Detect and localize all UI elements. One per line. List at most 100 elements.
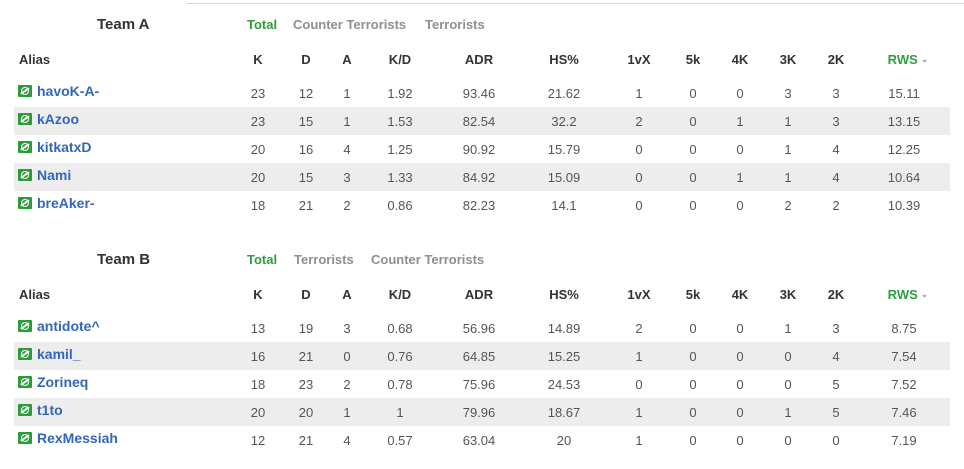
cell-rws: 7.46 (891, 405, 917, 420)
cell-k: 18 (250, 198, 266, 213)
cell-5k: 0 (689, 86, 697, 101)
header-label: 2K (827, 287, 845, 302)
header-2k[interactable]: 2K (828, 52, 845, 67)
header-adr[interactable]: ADR (465, 287, 493, 302)
header-a[interactable]: A (342, 52, 351, 67)
player-name: kitkatxD (37, 139, 92, 155)
tab-total[interactable]: Total (247, 17, 278, 32)
cell-adr: 63.04 (462, 433, 496, 448)
header-kd[interactable]: K/D (389, 52, 411, 67)
header-2k[interactable]: 2K (828, 287, 845, 302)
cell-a: 2 (343, 198, 351, 213)
player-link[interactable]: havoK-A- (18, 83, 99, 99)
player-link[interactable]: t1to (18, 402, 63, 418)
header-4k[interactable]: 4K (732, 52, 749, 67)
cell-2k: 3 (832, 86, 840, 101)
cell-adr: 79.96 (462, 405, 496, 420)
team-a-title: Team A (97, 16, 150, 33)
tab-total[interactable]: Total (247, 252, 278, 267)
header-label: 5k (685, 287, 701, 302)
cell-4k: 0 (736, 433, 744, 448)
header-5k[interactable]: 5k (686, 52, 700, 67)
tab-terrorists[interactable]: Terrorists (294, 252, 354, 267)
cell-d: 12 (298, 86, 314, 101)
table-row: kitkatxD 20 16 4 1.25 90.92 15.79 0 0 0 1 4 12.25 (14, 135, 950, 163)
cell-3k: 3 (784, 86, 792, 101)
cell-1vx: 1 (635, 433, 643, 448)
cell-2k: 5 (832, 377, 840, 392)
player-link[interactable]: antidote^ (18, 318, 100, 334)
cell-k: 13 (250, 321, 266, 336)
cell-rws: 8.75 (891, 321, 917, 336)
cell-4k: 1 (736, 170, 744, 185)
header-label: HS% (549, 287, 579, 302)
player-link[interactable]: kAzoo (18, 111, 79, 127)
table-row: Nami 20 15 3 1.33 84.92 15.09 0 0 1 1 4 10.64 (14, 163, 950, 191)
header-3k[interactable]: 3K (780, 287, 797, 302)
cell-k: 20 (250, 142, 266, 157)
cell-a: 1 (343, 114, 351, 129)
header-label: A (342, 287, 352, 302)
player-link[interactable]: kitkatxD (18, 139, 91, 155)
header-label: HS% (549, 52, 579, 67)
player-name: havoK-A- (37, 83, 100, 99)
header-d[interactable]: D (301, 287, 310, 302)
header-label: ADR (464, 52, 494, 67)
cell-5k: 0 (689, 433, 697, 448)
header-5k[interactable]: 5k (686, 287, 700, 302)
cell-3k: 1 (784, 321, 792, 336)
chevron-down-icon: ⌄ (920, 54, 929, 64)
cell-2k: 4 (832, 142, 840, 157)
header-label: ADR (464, 287, 494, 302)
cell-kd: 1.33 (387, 170, 413, 185)
tab-counter-terrorists[interactable]: Counter Terrorists (293, 17, 407, 32)
cell-1vx: 0 (635, 170, 643, 185)
cell-d: 21 (298, 349, 314, 364)
header-rws[interactable]: RWS ⌄ (888, 52, 929, 67)
header-k[interactable]: K (253, 52, 262, 67)
country-flag-icon (18, 85, 32, 97)
player-link[interactable]: Zorineq (18, 374, 88, 390)
cell-rws: 15.11 (888, 86, 920, 101)
player-link[interactable]: Nami (18, 167, 71, 183)
cell-5k: 0 (689, 114, 697, 129)
header-kd[interactable]: K/D (389, 287, 411, 302)
cell-2k: 3 (832, 114, 840, 129)
header-label: K (253, 287, 263, 302)
country-flag-icon (18, 376, 32, 388)
cell-kd: 1 (396, 405, 404, 420)
table-row: kamil_ 16 21 0 0.76 64.85 15.25 1 0 0 0 4 7.54 (14, 342, 950, 370)
cell-4k: 0 (736, 142, 744, 157)
header-1vx[interactable]: 1vX (627, 52, 650, 67)
header-1vx[interactable]: 1vX (627, 287, 650, 302)
cell-2k: 5 (832, 405, 840, 420)
header-hs[interactable]: HS% (549, 287, 579, 302)
top-divider (187, 3, 964, 4)
cell-3k: 2 (784, 198, 792, 213)
header-k[interactable]: K (253, 287, 262, 302)
player-name: t1to (37, 402, 63, 418)
tab-counter-terrorists[interactable]: Counter Terrorists (371, 252, 485, 267)
cell-a: 4 (343, 142, 351, 157)
header-d[interactable]: D (301, 52, 310, 67)
header-rws[interactable]: RWS ⌄ (888, 287, 929, 302)
header-3k[interactable]: 3K (780, 52, 797, 67)
cell-5k: 0 (689, 349, 697, 364)
table-row: antidote^ 13 19 3 0.68 56.96 14.89 2 0 0 1 3 8.75 (14, 314, 950, 342)
header-label: 3K (779, 52, 797, 67)
cell-rws: 7.54 (891, 349, 917, 364)
header-a[interactable]: A (342, 287, 351, 302)
header-4k[interactable]: 4K (732, 287, 749, 302)
player-link[interactable]: RexMessiah (18, 430, 118, 446)
player-link[interactable]: breAker- (18, 195, 95, 211)
cell-3k: 1 (784, 142, 792, 157)
header-adr[interactable]: ADR (465, 52, 493, 67)
country-flag-icon (18, 348, 32, 360)
cell-3k: 1 (784, 405, 792, 420)
cell-hs: 14.1 (551, 198, 577, 213)
cell-5k: 0 (689, 321, 697, 336)
player-link[interactable]: kamil_ (18, 346, 81, 362)
cell-1vx: 1 (635, 349, 643, 364)
tab-terrorists[interactable]: Terrorists (425, 17, 485, 32)
header-hs[interactable]: HS% (549, 52, 579, 67)
